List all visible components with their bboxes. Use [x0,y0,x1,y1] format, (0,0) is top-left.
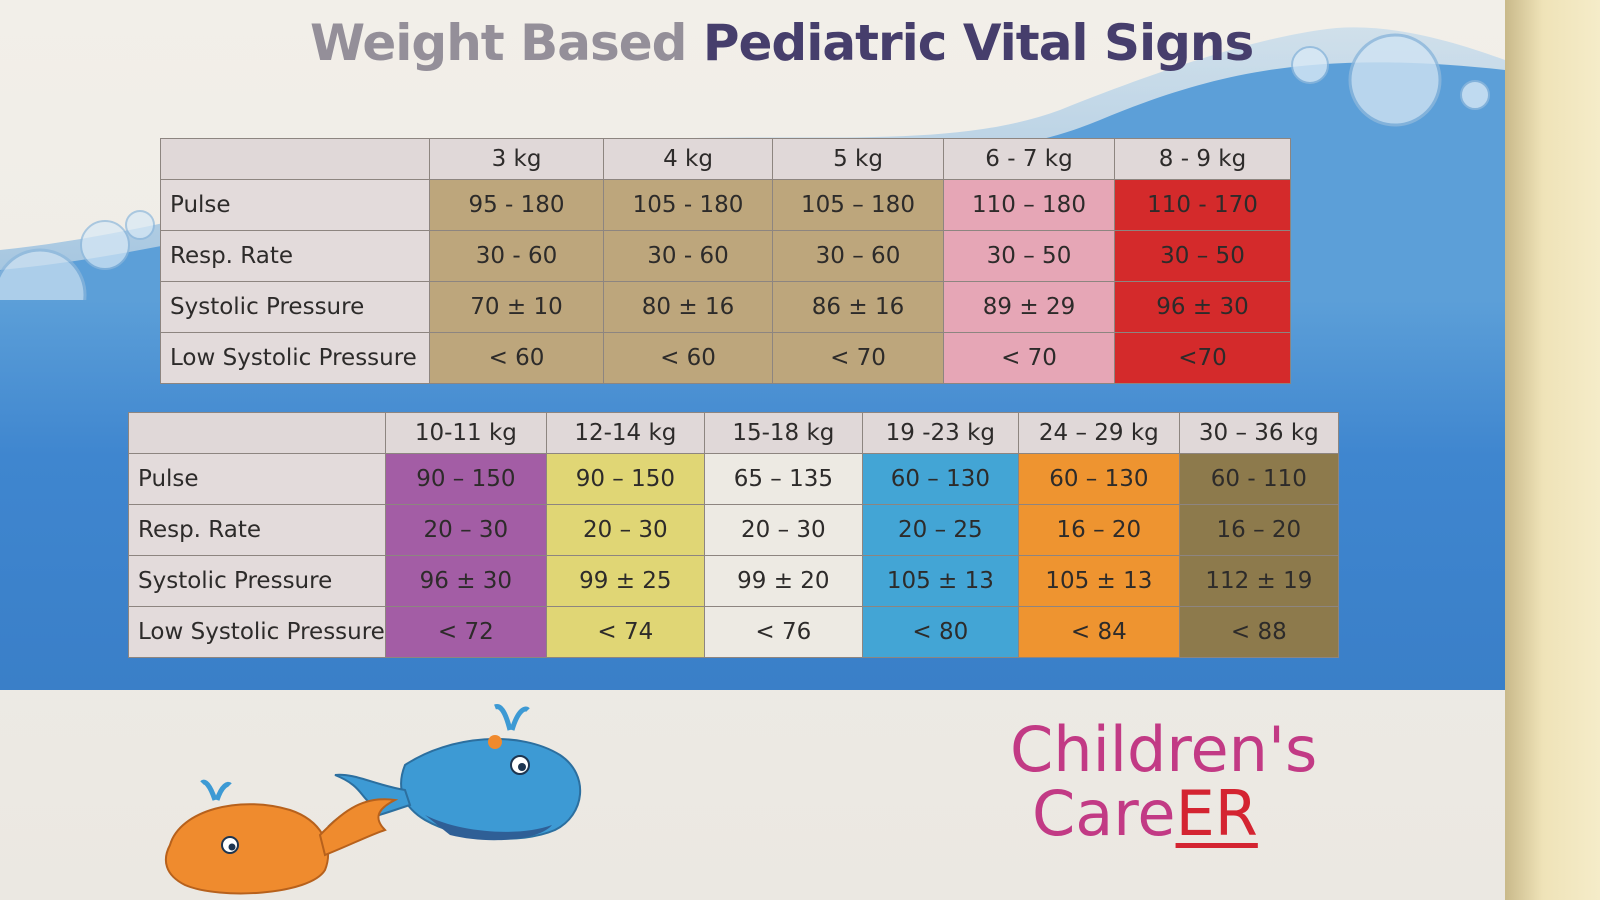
weight-header: 15-18 kg [703,412,863,454]
value-cell: 80 ± 16 [603,281,773,333]
page-title: Weight Based Pediatric Vital Signs [310,14,1254,72]
value-cell: 90 – 150 [384,453,547,505]
value-cell: 96 ± 30 [384,555,547,607]
logo-line-2: CareER [1010,782,1317,846]
value-cell: 16 – 20 [1017,504,1180,556]
logo-line-1: Children's [1010,713,1318,786]
table-row: Low Systolic Pressure < 72 < 74 < 76 < 8… [128,606,1339,658]
value-cell: 99 ± 25 [545,555,705,607]
value-cell: 60 – 130 [861,453,1019,505]
row-label-resp-rate: Resp. Rate [160,230,430,282]
value-cell: 60 - 110 [1178,453,1339,505]
value-cell: 30 – 50 [1114,230,1291,282]
value-cell: < 74 [545,606,705,658]
weight-header: 5 kg [772,138,944,180]
row-label-low-systolic: Low Systolic Pressure [160,332,430,384]
value-cell: 30 - 60 [603,230,773,282]
weight-header: 4 kg [603,138,773,180]
table-row: Systolic Pressure 70 ± 10 80 ± 16 86 ± 1… [160,281,1291,333]
value-cell: < 70 [943,332,1115,384]
weight-header: 30 – 36 kg [1178,412,1339,454]
value-cell: < 60 [603,332,773,384]
value-cell: 30 – 60 [772,230,944,282]
value-cell: <70 [1114,332,1291,384]
row-label-pulse: Pulse [128,453,386,505]
table-row: Resp. Rate 30 - 60 30 - 60 30 – 60 30 – … [160,230,1291,282]
vitals-table-child: 10-11 kg 12-14 kg 15-18 kg 19 -23 kg 24 … [128,412,1339,658]
value-cell: 110 – 180 [943,179,1115,231]
row-label-systolic: Systolic Pressure [128,555,386,607]
poster: Weight Based Pediatric Vital Signs 3 kg … [0,0,1505,900]
table-header-row: 3 kg 4 kg 5 kg 6 - 7 kg 8 - 9 kg [160,138,1291,180]
title-part-2: Pediatric Vital Signs [702,14,1254,72]
weight-header: 24 – 29 kg [1017,412,1180,454]
table-header-row: 10-11 kg 12-14 kg 15-18 kg 19 -23 kg 24 … [128,412,1339,454]
corner-cell [128,412,386,454]
value-cell: 70 ± 10 [429,281,604,333]
row-label-low-systolic: Low Systolic Pressure [128,606,386,658]
weight-header: 8 - 9 kg [1114,138,1291,180]
value-cell: 86 ± 16 [772,281,944,333]
value-cell: 96 ± 30 [1114,281,1291,333]
row-label-systolic: Systolic Pressure [160,281,430,333]
table-row: Pulse 90 – 150 90 – 150 65 – 135 60 – 13… [128,453,1339,505]
value-cell: 16 – 20 [1178,504,1339,556]
value-cell: 112 ± 19 [1178,555,1339,607]
childrens-care-er-logo: Children's CareER [1010,718,1317,846]
value-cell: 20 – 30 [703,504,863,556]
logo-er: ER [1175,777,1258,850]
value-cell: < 70 [772,332,944,384]
table-row: Systolic Pressure 96 ± 30 99 ± 25 99 ± 2… [128,555,1339,607]
logo-care: Care [1032,777,1176,850]
table-row: Low Systolic Pressure < 60 < 60 < 70 < 7… [160,332,1291,384]
value-cell: < 76 [703,606,863,658]
weight-header: 19 -23 kg [861,412,1019,454]
value-cell: 90 – 150 [545,453,705,505]
table-row: Resp. Rate 20 – 30 20 – 30 20 – 30 20 – … [128,504,1339,556]
value-cell: 105 - 180 [603,179,773,231]
value-cell: 105 ± 13 [861,555,1019,607]
row-label-pulse: Pulse [160,179,430,231]
value-cell: < 88 [1178,606,1339,658]
weight-header: 10-11 kg [384,412,547,454]
value-cell: 110 - 170 [1114,179,1291,231]
value-cell: < 72 [384,606,547,658]
value-cell: 95 - 180 [429,179,604,231]
value-cell: 20 – 30 [545,504,705,556]
value-cell: 99 ± 20 [703,555,863,607]
value-cell: 89 ± 29 [943,281,1115,333]
value-cell: 30 - 60 [429,230,604,282]
wall-background [1505,0,1600,900]
weight-header: 6 - 7 kg [943,138,1115,180]
value-cell: 30 – 50 [943,230,1115,282]
title-part-1: Weight Based [310,14,687,72]
weight-header: 12-14 kg [545,412,705,454]
value-cell: < 60 [429,332,604,384]
value-cell: 20 – 30 [384,504,547,556]
value-cell: < 80 [861,606,1019,658]
corner-cell [160,138,430,180]
value-cell: < 84 [1017,606,1180,658]
weight-header: 3 kg [429,138,604,180]
value-cell: 65 – 135 [703,453,863,505]
table-row: Pulse 95 - 180 105 - 180 105 – 180 110 –… [160,179,1291,231]
vitals-table-infant: 3 kg 4 kg 5 kg 6 - 7 kg 8 - 9 kg Pulse 9… [160,138,1291,384]
row-label-resp-rate: Resp. Rate [128,504,386,556]
whales-icon [164,704,582,895]
value-cell: 20 – 25 [861,504,1019,556]
value-cell: 60 – 130 [1017,453,1180,505]
value-cell: 105 – 180 [772,179,944,231]
value-cell: 105 ± 13 [1017,555,1180,607]
